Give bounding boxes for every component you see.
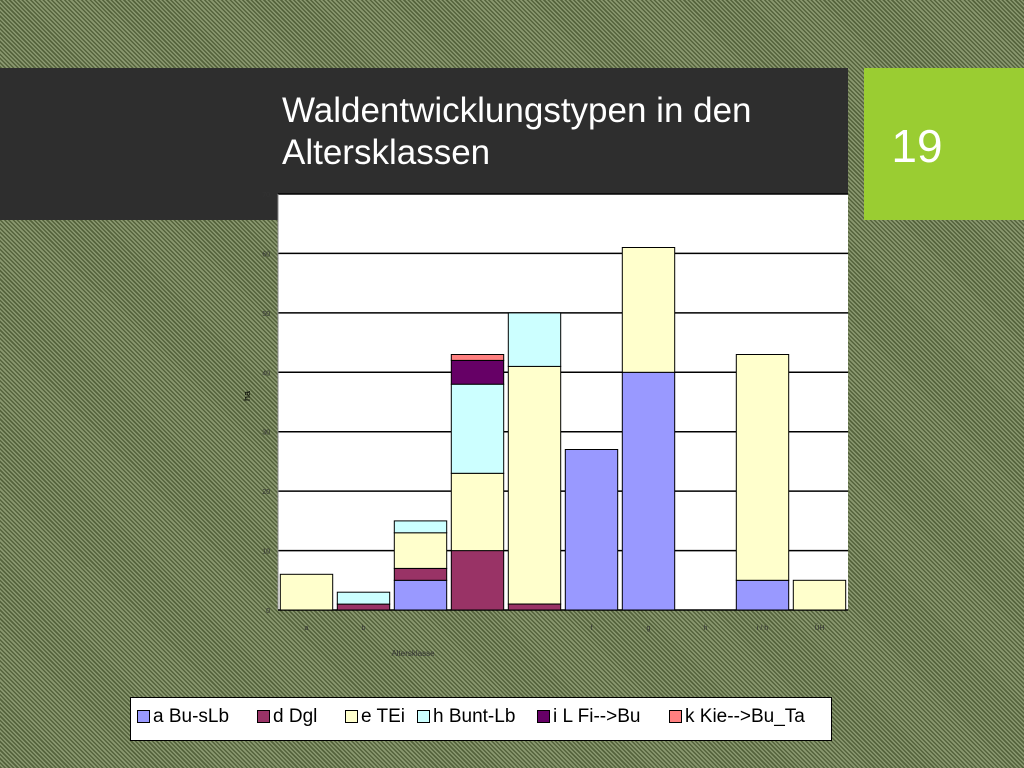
bar-segment-2-0 [393, 579, 448, 611]
x-tick-label-0: a [305, 625, 309, 632]
x-tick-label-7: h [704, 625, 708, 632]
legend-swatch-2 [345, 710, 358, 723]
y-tick-label-5: 50 [262, 311, 270, 318]
legend-item-5: k Kie-->Bu_Ta [669, 706, 805, 728]
bar-segment-3-1 [450, 550, 505, 611]
x-tick-label-9: ÜH [814, 624, 824, 632]
bar-segment-4-2 [507, 365, 562, 605]
bar-segment-3-2 [450, 472, 505, 552]
plot-area [278, 194, 848, 610]
legend-swatch-0 [137, 710, 150, 723]
x-axis-label: Altersklasse [391, 649, 435, 658]
legend-swatch-5 [669, 710, 682, 723]
y-tick-label-4: 40 [262, 370, 270, 377]
y-tick-label-1: 10 [262, 549, 270, 556]
y-tick-label-0: 0 [266, 608, 270, 615]
bar-segment-2-3 [393, 520, 448, 534]
x-tick-label-8: i / h [757, 625, 768, 632]
legend-label-2: e TEi [361, 706, 406, 727]
x-tick-label-1: b [362, 625, 366, 632]
legend-item-3: h Bunt-Lb [417, 706, 515, 728]
bar-segment-9-2 [792, 579, 847, 611]
bar-segment-0-2 [279, 573, 334, 611]
x-tick-label-6: g [647, 625, 651, 632]
x-tick-label-5: f [591, 625, 593, 632]
bar-segment-2-1 [393, 567, 448, 581]
bar-segment-8-2 [735, 354, 790, 581]
bar-segment-1-3 [336, 591, 391, 605]
y-axis-label: ha [242, 391, 252, 401]
legend-swatch-4 [537, 710, 550, 723]
legend-item-4: i L Fi-->Bu [537, 706, 640, 728]
bar-segment-4-1 [507, 603, 562, 611]
legend-label-3: h Bunt-Lb [433, 706, 516, 727]
legend-label-5: k Kie-->Bu_Ta [685, 706, 805, 727]
bar-segment-3-4 [450, 359, 505, 385]
bar-segment-5-0 [564, 449, 619, 611]
legend-item-2: e TEi [345, 706, 405, 728]
bar-segment-2-2 [393, 532, 448, 569]
bar-segment-4-3 [507, 312, 562, 367]
bar-segment-8-0 [735, 579, 790, 611]
bar-segment-3-3 [450, 383, 505, 474]
slide-number-box: 19 [864, 68, 1024, 220]
legend-item-0: a Bu-sLb [137, 706, 229, 728]
legend-label-0: a Bu-sLb [153, 706, 230, 727]
slide-title: Waldentwicklungstypen in den Altersklass… [282, 91, 752, 172]
chart-legend: a Bu-sLb d Dgl e TEi h Bunt-Lb i L Fi-->Bu k … [130, 697, 832, 741]
bar-segment-6-2 [621, 247, 676, 373]
bar-segment-1-1 [336, 603, 391, 611]
legend-swatch-3 [417, 710, 430, 723]
slide-number: 19 [891, 120, 943, 172]
bar-segment-3-5 [450, 354, 505, 361]
y-tick-label-3: 30 [262, 430, 270, 437]
y-tick-label-2: 20 [262, 489, 270, 496]
legend-swatch-1 [257, 710, 270, 723]
bar-segment-6-0 [621, 371, 676, 611]
legend-item-1: d Dgl [257, 706, 317, 728]
legend-label-4: i L Fi-->Bu [553, 706, 641, 727]
y-tick-label-6: 60 [262, 251, 270, 258]
legend-label-1: d Dgl [273, 706, 318, 727]
